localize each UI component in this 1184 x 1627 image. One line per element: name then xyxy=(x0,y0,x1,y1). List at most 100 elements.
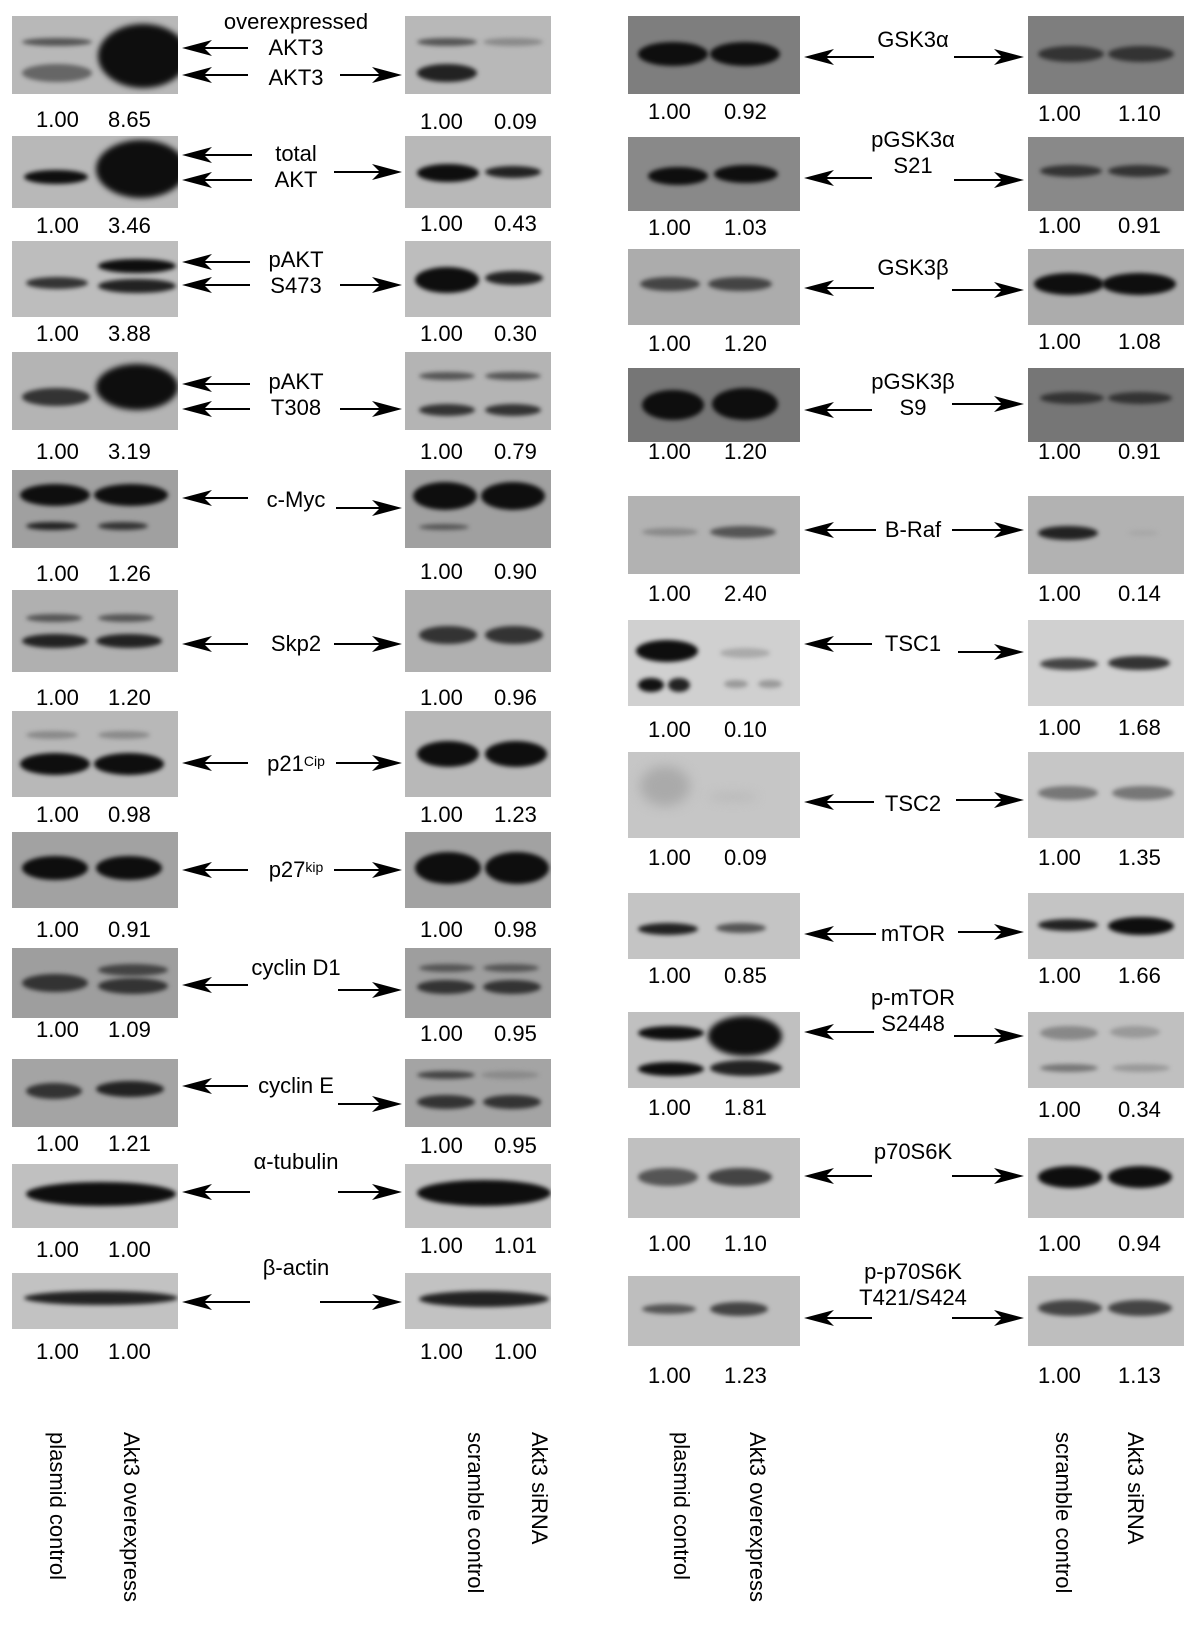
right-row-5-overexpress-blot xyxy=(628,496,800,574)
right-row-5-overexpress-blot-band xyxy=(710,526,776,538)
arrow-gsk3b-left-head xyxy=(804,280,834,296)
right-row-9-overexpress-blot-band xyxy=(638,1062,704,1076)
right-row-3-si-akt3-value: 1.08 xyxy=(1118,329,1161,354)
left-row-12-oe-akt3-value: 1.00 xyxy=(108,1339,151,1364)
right-row-3-sirna-blot-band xyxy=(1102,273,1176,295)
arrow-ce-left-head xyxy=(182,1078,212,1094)
left-row-11-sirna-blot xyxy=(405,1164,551,1228)
left-row-3-sirna-blot-band xyxy=(485,271,543,285)
right-row-9-sirna-blot-band xyxy=(1040,1064,1098,1072)
right-row-6-overexpress-blot-band xyxy=(724,680,748,688)
left-row-5-si-ctrl-value: 1.00 xyxy=(420,559,463,584)
left-row-6-sirna-blot-band xyxy=(485,626,543,644)
left-row-3-sirna-blot xyxy=(405,241,551,317)
right-row-9-sirna-blot-band xyxy=(1040,1026,1098,1040)
right-row-7-overexpress-blot-band xyxy=(708,792,758,802)
right-row-10-sirna-blot xyxy=(1028,1138,1184,1218)
lane-label-akt3-overexpress-left: Akt3 overexpress xyxy=(119,1432,144,1602)
right-row-4-si-akt3-value: 0.91 xyxy=(1118,439,1161,464)
right-row-6-si-ctrl-value: 1.00 xyxy=(1038,715,1081,740)
right-row-3-overexpress-blot-band xyxy=(640,277,700,291)
left-row-8-oe-akt3-value: 0.91 xyxy=(108,917,151,942)
arrow-skp2-left-head xyxy=(182,636,212,652)
right-row-2-si-akt3-value: 0.91 xyxy=(1118,213,1161,238)
label-b-raf: B-Raf xyxy=(884,517,942,542)
left-row-5-overexpress-blot-band xyxy=(98,522,148,530)
label-tsc1: TSC1 xyxy=(884,631,942,656)
right-row-10-oe-ctrl-value: 1.00 xyxy=(648,1231,691,1256)
left-row-6-overexpress-blot-band xyxy=(22,634,88,648)
right-row-3-si-ctrl-value: 1.00 xyxy=(1038,329,1081,354)
left-row-1-overexpress-blot xyxy=(12,16,178,94)
right-row-10-si-akt3-value: 0.94 xyxy=(1118,1231,1161,1256)
left-row-3-si-akt3-value: 0.30 xyxy=(494,321,537,346)
label-pgsk3a-s21: pGSK3α xyxy=(871,127,955,152)
right-row-2-overexpress-blot xyxy=(628,137,800,211)
right-row-8-sirna-blot-band xyxy=(1108,917,1174,935)
left-row-7-overexpress-blot-band xyxy=(20,753,90,775)
left-row-7-overexpress-blot-band xyxy=(26,731,78,739)
right-row-8-oe-ctrl-value: 1.00 xyxy=(648,963,691,988)
arrow-tsc1-right-head xyxy=(994,644,1024,660)
left-row-9-overexpress-blot-band xyxy=(98,978,168,994)
left-row-5-sirna-blot-band xyxy=(419,524,469,530)
right-row-1-si-ctrl-value: 1.00 xyxy=(1038,101,1081,126)
label-tsc2: TSC2 xyxy=(884,791,942,816)
right-row-7-overexpress-blot-band xyxy=(640,766,690,806)
label-pakt-s473: S473 xyxy=(270,273,322,298)
arrow-cd1-right-head xyxy=(372,982,402,998)
arrow-gsk3a-right-head xyxy=(994,49,1024,65)
left-row-1-overexpress-blot-band xyxy=(22,38,92,46)
right-row-10-sirna-blot-band xyxy=(1108,1166,1172,1188)
right-row-3-oe-ctrl-value: 1.00 xyxy=(648,331,691,356)
left-row-10-sirna-blot xyxy=(405,1059,551,1127)
lane-label-scramble-control-right: scramble control xyxy=(1051,1432,1076,1594)
right-row-8-oe-akt3-value: 0.85 xyxy=(724,963,767,988)
arrow-ce-right-head xyxy=(372,1096,402,1112)
right-row-2-oe-akt3-value: 1.03 xyxy=(724,215,767,240)
left-row-12-overexpress-blot-band xyxy=(24,1291,178,1305)
right-row-1-oe-ctrl-value: 1.00 xyxy=(648,99,691,124)
right-row-3-oe-akt3-value: 1.20 xyxy=(724,331,767,356)
label-alpha-tubulin: α-tubulin xyxy=(253,1149,339,1174)
label-p27kip: p27kip xyxy=(268,857,324,882)
right-row-9-sirna-blot-band xyxy=(1112,1064,1170,1072)
left-row-2-si-akt3-value: 0.43 xyxy=(494,211,537,236)
left-row-7-overexpress-blot xyxy=(12,711,178,797)
arrow-p27-right-head xyxy=(372,862,402,878)
left-row-5-oe-akt3-value: 1.26 xyxy=(108,561,151,586)
left-row-2-sirna-blot xyxy=(405,136,551,208)
label-total-akt: AKT xyxy=(274,167,318,192)
left-row-2-overexpress-blot-band xyxy=(24,170,88,184)
label-p70s6k: p70S6K xyxy=(873,1139,953,1164)
right-row-11-oe-ctrl-value: 1.00 xyxy=(648,1363,691,1388)
arrow-braf-right-head xyxy=(994,522,1024,538)
left-row-2-sirna-blot-band xyxy=(485,166,541,178)
left-row-1-overexpress-blot-band xyxy=(22,64,92,82)
left-row-4-oe-ctrl-value: 1.00 xyxy=(36,439,79,464)
right-row-9-oe-ctrl-value: 1.00 xyxy=(648,1095,691,1120)
arrow-tsc1-left-head xyxy=(804,636,834,652)
arrow-pp70-left-head xyxy=(804,1310,834,1326)
arrow-cmyc-left-head xyxy=(182,490,212,506)
arrow-t308-upper-head xyxy=(182,376,212,392)
right-row-7-sirna-blot xyxy=(1028,752,1184,838)
left-row-1-oe-akt3-value: 8.65 xyxy=(108,107,151,132)
arrow-actin-left-head xyxy=(182,1294,212,1310)
left-row-5-overexpress-blot-band xyxy=(20,484,90,506)
right-row-11-sirna-blot-band xyxy=(1038,1300,1102,1316)
left-row-4-overexpress-blot-band xyxy=(96,364,178,410)
left-row-1-si-akt3-value: 0.09 xyxy=(494,109,537,134)
right-row-5-oe-akt3-value: 2.40 xyxy=(724,581,767,606)
left-row-5-overexpress-blot-band xyxy=(26,522,78,530)
left-row-11-overexpress-blot xyxy=(12,1164,178,1228)
right-row-6-overexpress-blot-band xyxy=(636,640,698,662)
left-row-9-overexpress-blot-band xyxy=(98,964,168,976)
left-row-8-overexpress-blot xyxy=(12,832,178,908)
left-row-4-sirna-blot-band xyxy=(419,372,475,380)
left-row-6-sirna-blot xyxy=(405,590,551,672)
label-p-p70s6k: T421/S424 xyxy=(859,1285,967,1310)
left-row-9-sirna-blot xyxy=(405,948,551,1018)
left-row-10-sirna-blot-band xyxy=(417,1095,475,1109)
right-row-3-sirna-blot-band xyxy=(1034,273,1104,295)
